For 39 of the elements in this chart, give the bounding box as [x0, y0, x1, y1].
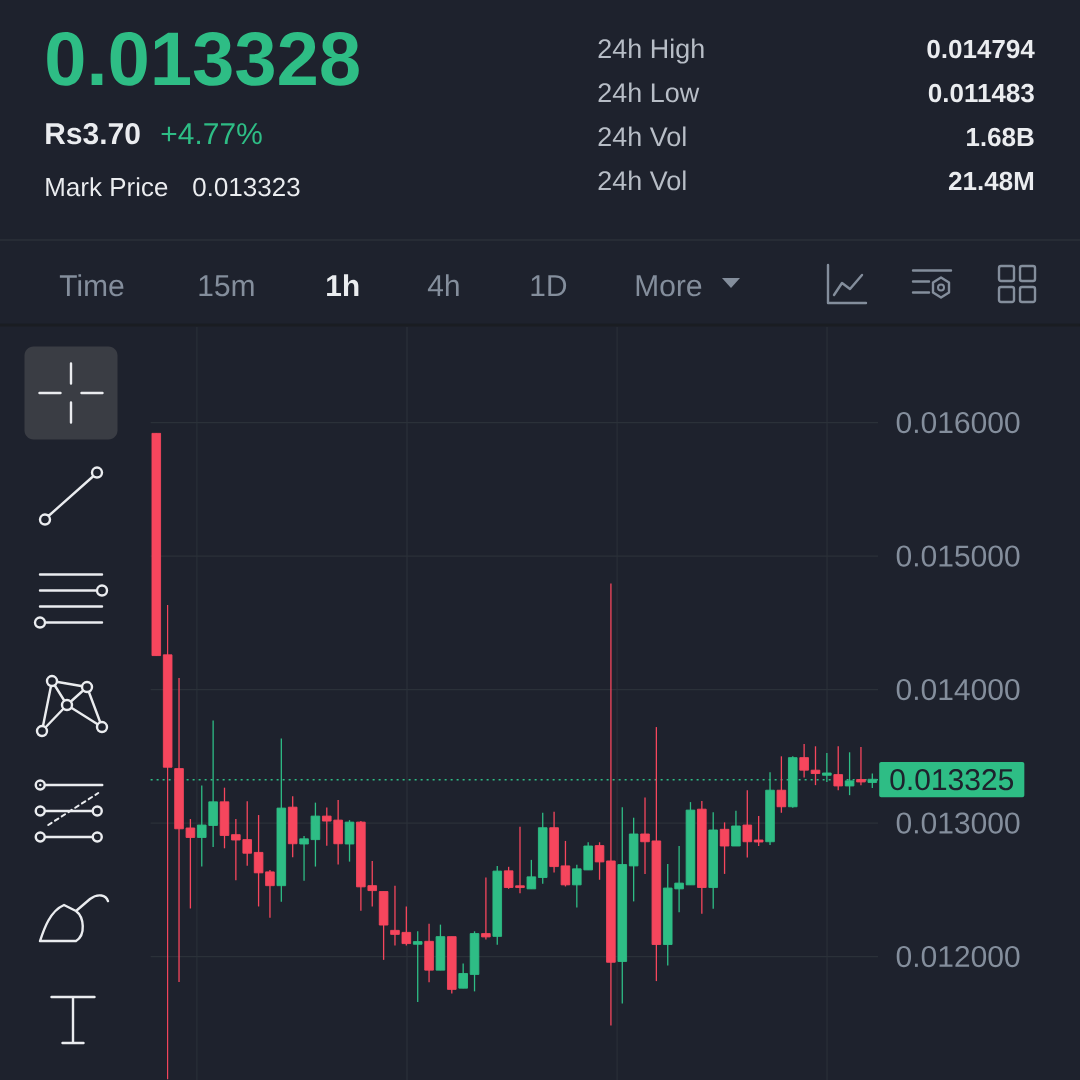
y-tick-label: 0.016000 [896, 411, 1020, 434]
candlestick [412, 930, 423, 1003]
candlestick [776, 755, 787, 814]
candlestick [742, 789, 753, 859]
text: Rs3.70 [46, 123, 140, 145]
text: 0.011483 [928, 83, 1034, 103]
text: 24h Vol [598, 170, 686, 191]
ref-line-label: 0.013325 [890, 769, 1014, 791]
text: 1.68B [967, 127, 1034, 147]
candlestick [799, 743, 809, 779]
y-tick-label: 0.012000 [896, 945, 1020, 968]
text: 24h Vol [598, 126, 686, 147]
candlestick [481, 876, 491, 941]
candlestick [810, 745, 821, 786]
text: More [636, 275, 702, 297]
y-tick-label: 0.013000 [896, 812, 1020, 834]
text: Mark Price [46, 177, 168, 197]
candlestick [856, 746, 866, 786]
candlestick [719, 821, 730, 875]
text: 4h [427, 274, 459, 297]
y-tick-label: 0.015000 [896, 545, 1020, 567]
text: 0.013328 [47, 31, 359, 86]
text: +4.77% [161, 123, 262, 145]
text: 21.48M [948, 171, 1034, 191]
candlestick [344, 819, 355, 863]
text: 24h Low [598, 82, 700, 103]
candlestick [458, 962, 468, 989]
text: 0.014794 [927, 39, 1035, 59]
candlestick [526, 859, 537, 890]
text: 0.013323 [193, 177, 300, 197]
text: 1D [531, 275, 567, 297]
text: Time [59, 274, 124, 297]
candlestick [753, 815, 764, 847]
candlestick [731, 810, 741, 847]
text: 24h High [598, 38, 704, 64]
candlestick [833, 745, 843, 791]
text: 15m [199, 275, 254, 297]
y-tick-label: 0.014000 [896, 678, 1020, 701]
text: 1h [327, 274, 359, 297]
